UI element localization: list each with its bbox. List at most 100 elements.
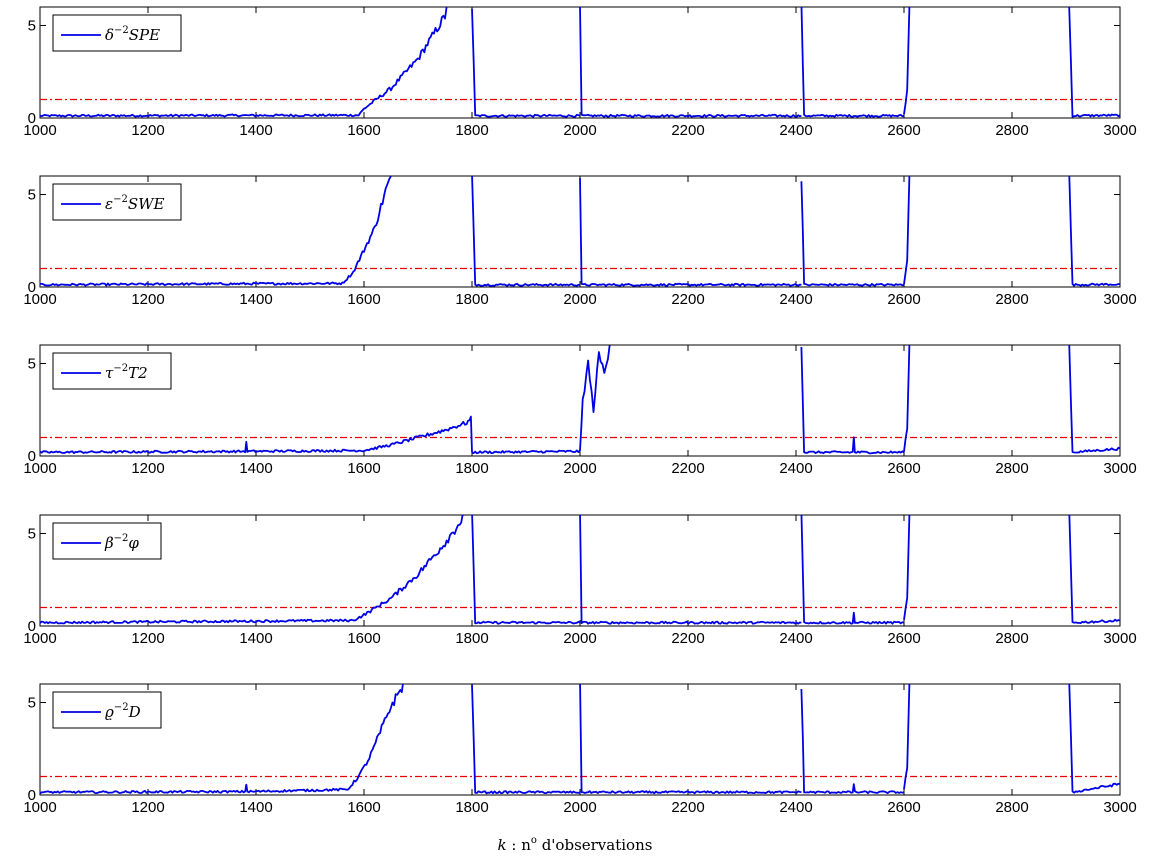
x-tick-label: 1200 <box>131 799 164 816</box>
series-line <box>471 345 611 455</box>
legend-label: τ−2T2 <box>105 363 148 382</box>
x-tick-label: 1400 <box>239 291 272 308</box>
x-tick-label: 2800 <box>995 460 1028 477</box>
series-group <box>40 684 1120 795</box>
x-tick-label: 2400 <box>779 630 812 647</box>
x-tick-label: 1000 <box>23 460 56 477</box>
y-tick-label: 0 <box>28 787 36 804</box>
x-tick-label: 1400 <box>239 122 272 139</box>
y-tick-label: 0 <box>28 448 36 465</box>
series-line <box>471 684 581 795</box>
x-tick-label: 1600 <box>347 122 380 139</box>
x-tick-label: 3000 <box>1103 122 1136 139</box>
series-line <box>1068 515 1120 624</box>
panel-3: 1000 1200 1400 1600 1800 2000 2200 2400 2600 2800… <box>23 344 1137 477</box>
y-tick-label: 5 <box>28 187 36 204</box>
series-line <box>579 178 802 287</box>
y-tick-label: 5 <box>28 695 36 712</box>
x-tick-label: 1800 <box>455 630 488 647</box>
y-tick-label: 0 <box>28 279 36 296</box>
x-tick-label: 2600 <box>887 630 920 647</box>
x-axis-label: k : no d'observations <box>498 835 653 854</box>
legend-box <box>52 183 182 221</box>
series-line <box>40 684 405 795</box>
x-tick-label: 1600 <box>347 799 380 816</box>
x-tick-label: 1800 <box>455 799 488 816</box>
y-tick-label: 0 <box>28 110 36 127</box>
x-tick-label: 2200 <box>671 122 704 139</box>
series-line <box>471 8 581 118</box>
series-line <box>903 345 911 452</box>
series-line <box>579 7 802 118</box>
x-tick-label: 2200 <box>671 460 704 477</box>
series-line <box>471 515 581 625</box>
x-tick-label: 3000 <box>1103 630 1136 647</box>
x-tick-label: 1000 <box>23 291 56 308</box>
x-tick-label: 1600 <box>347 291 380 308</box>
series-line <box>800 7 905 118</box>
series-line <box>800 515 905 625</box>
legend-box <box>52 522 162 560</box>
series-line <box>903 7 911 115</box>
x-tick-label: 2400 <box>779 291 812 308</box>
x-tick-label: 2600 <box>887 799 920 816</box>
x-tick-label: 1200 <box>131 630 164 647</box>
legend-box <box>52 14 182 52</box>
series-line <box>40 176 392 287</box>
x-tick-label: 2400 <box>779 122 812 139</box>
x-tick-label: 1000 <box>23 799 56 816</box>
panels: 1000 1200 1400 1600 1800 2000 2200 2400 2600 2800… <box>23 6 1137 816</box>
x-tick-label: 1200 <box>131 291 164 308</box>
y-tick-label: 5 <box>28 18 36 35</box>
panel-5: 1000 1200 1400 1600 1800 2000 2200 2400 2600 2800… <box>23 683 1137 816</box>
x-tick-label: 3000 <box>1103 291 1136 308</box>
x-tick-label: 2400 <box>779 799 812 816</box>
series-group <box>40 176 1120 287</box>
x-tick-label: 2600 <box>887 122 920 139</box>
legend-label: ε−2SWE <box>105 194 165 213</box>
x-tick-label: 2200 <box>671 291 704 308</box>
x-tick-label: 2000 <box>563 122 596 139</box>
series-line <box>40 515 464 625</box>
legend-box <box>52 691 162 729</box>
panel-2: 1000 1200 1400 1600 1800 2000 2200 2400 2600 2800… <box>23 175 1137 308</box>
series-line <box>579 684 802 795</box>
y-tick-label: 5 <box>28 356 36 373</box>
x-tick-label: 2600 <box>887 460 920 477</box>
x-tick-label: 2800 <box>995 122 1028 139</box>
x-tick-label: 2800 <box>995 799 1028 816</box>
series-line <box>903 684 911 790</box>
panel-4: 1000 1200 1400 1600 1800 2000 2200 2400 2600 2800… <box>23 514 1137 647</box>
y-tick-label: 5 <box>28 526 36 543</box>
series-line <box>579 515 802 625</box>
x-tick-label: 1400 <box>239 460 272 477</box>
series-line <box>903 515 911 621</box>
x-tick-label: 1800 <box>455 122 488 139</box>
legend-label: β−2φ <box>104 533 139 552</box>
series-line <box>903 176 911 285</box>
series-group <box>40 515 1120 625</box>
legend-box <box>52 352 172 390</box>
series-line <box>800 346 905 455</box>
series-line <box>40 7 448 118</box>
series-line <box>800 688 905 795</box>
legend-label: ϱ−2D <box>105 702 141 721</box>
x-tick-label: 1000 <box>23 630 56 647</box>
series-group <box>40 7 1120 118</box>
series-line <box>800 181 905 287</box>
x-tick-label: 2400 <box>779 460 812 477</box>
x-tick-label: 1200 <box>131 460 164 477</box>
y-tick-label: 0 <box>28 618 36 635</box>
legend-label: δ−2SPE <box>105 25 160 44</box>
x-tick-label: 1800 <box>455 291 488 308</box>
x-tick-label: 1600 <box>347 630 380 647</box>
x-tick-label: 1000 <box>23 122 56 139</box>
x-tick-label: 1400 <box>239 799 272 816</box>
x-tick-label: 2200 <box>671 630 704 647</box>
series-line <box>1068 7 1120 118</box>
x-tick-label: 2800 <box>995 291 1028 308</box>
series-line <box>471 176 581 287</box>
series-group <box>40 345 1120 455</box>
x-tick-label: 1200 <box>131 122 164 139</box>
x-tick-label: 3000 <box>1103 460 1136 477</box>
